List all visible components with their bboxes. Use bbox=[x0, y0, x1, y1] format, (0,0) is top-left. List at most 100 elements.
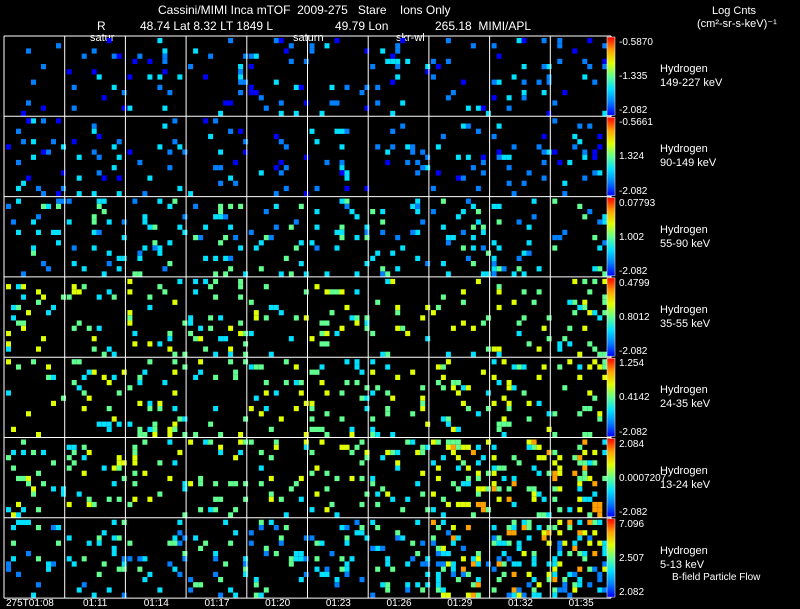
colorbar-max-label: -0.5661 bbox=[619, 117, 653, 129]
heatmap-cell-1-6 bbox=[309, 38, 370, 116]
heatmap-cell-4-3 bbox=[127, 278, 188, 357]
heatmap-cell-1-9 bbox=[491, 38, 552, 116]
heatmap-cell-2-2 bbox=[71, 123, 122, 197]
heatmap-cell-4-4 bbox=[188, 278, 249, 357]
heatmap-cell-5-4 bbox=[193, 359, 249, 438]
heatmap-cell-4-2 bbox=[66, 284, 117, 357]
time-tick-label: 01:32 bbox=[507, 598, 533, 609]
heatmap-cell-2-7 bbox=[375, 123, 431, 176]
heatmap-cell-1-3 bbox=[127, 38, 183, 111]
heatmap-cell-4-6 bbox=[309, 284, 370, 347]
heatmap-cell-4-1 bbox=[6, 284, 66, 352]
ephemeris-r-label: R bbox=[97, 19, 106, 33]
panel-energy-label: 55-90 keV bbox=[660, 237, 711, 250]
overlay-label-saturn-2: saturn bbox=[293, 32, 324, 44]
heatmap-cell-2-5 bbox=[258, 133, 309, 197]
colorbar-6 bbox=[606, 438, 616, 518]
heatmap-cell-1-1 bbox=[21, 43, 61, 116]
colorbar-7 bbox=[606, 518, 616, 598]
heatmap-cell-4-7 bbox=[370, 278, 431, 357]
colorbar-mid-label: 1.002 bbox=[619, 231, 645, 243]
time-tick-label: 01:23 bbox=[325, 598, 351, 609]
heatmap-cell-4-10 bbox=[557, 278, 613, 357]
heatmap-cell-1-7 bbox=[370, 38, 431, 116]
heatmap-cell-5-10 bbox=[552, 359, 613, 438]
colorbar-min-label: -2.082 bbox=[619, 185, 648, 197]
colorbar-2 bbox=[606, 117, 616, 196]
time-tick-label: 01:35 bbox=[568, 598, 594, 609]
colorbar-min-label: -2.082 bbox=[619, 105, 648, 117]
heatmap-cell-4-8 bbox=[430, 278, 491, 357]
ephemeris-values: 48.74 Lat 8.32 LT 1849 L bbox=[140, 19, 274, 33]
heatmap-cell-6-2 bbox=[66, 444, 127, 508]
heatmap-cell-3-7 bbox=[370, 198, 431, 277]
units-label: (cm²-sr-s-keV)⁻¹ bbox=[697, 18, 777, 30]
heatmap-cell-5-8 bbox=[435, 359, 491, 432]
chart-title: Cassini/MIMI Inca mTOF 2009-275 Stare Io… bbox=[158, 3, 451, 17]
heatmap-cell-6-7 bbox=[370, 439, 431, 513]
heatmap-cell-3-9 bbox=[491, 198, 542, 277]
heatmap-cell-7-7 bbox=[370, 519, 431, 598]
time-tick-label: 01:26 bbox=[386, 598, 412, 609]
colorbar-1 bbox=[606, 36, 616, 116]
units-title: Log Cnts bbox=[712, 5, 757, 17]
heatmap-cell-3-4 bbox=[193, 203, 249, 277]
heatmap-cell-3-5 bbox=[248, 203, 309, 277]
panel-species-label: Hydrogen bbox=[660, 464, 708, 477]
heatmap-cell-6-6 bbox=[309, 439, 370, 518]
colorbar-mid-label: 0.8012 bbox=[619, 312, 650, 324]
panel-energy-label: 90-149 keV bbox=[660, 157, 717, 170]
colorbar-mid-label: 2.507 bbox=[619, 552, 645, 564]
grid-lines bbox=[3, 35, 612, 599]
heatmap-cell-4-5 bbox=[248, 284, 309, 357]
time-tick-label: 01:11 bbox=[83, 598, 108, 609]
colorbar-min-label: -2.082 bbox=[619, 506, 648, 518]
colorbar-min-label: 2.082 bbox=[619, 587, 645, 599]
colorbar-max-label: 2.084 bbox=[619, 438, 645, 450]
heatmap-cell-6-8 bbox=[430, 439, 491, 518]
panel-energy-label: 35-55 keV bbox=[660, 318, 711, 331]
bfield-legend-label: B-field Particle Flow bbox=[672, 572, 761, 583]
heatmap-cell-1-10 bbox=[552, 38, 613, 116]
heatmap-cell-5-9 bbox=[491, 359, 552, 438]
colorbar-max-label: 0.07793 bbox=[619, 197, 656, 209]
colorbar-max-label: 1.254 bbox=[619, 358, 645, 370]
heatmap-cell-5-2 bbox=[71, 359, 127, 432]
heatmap-cell-1-8 bbox=[430, 38, 491, 116]
panel-energy-label: 24-35 keV bbox=[660, 398, 711, 411]
heatmap-cell-5-3 bbox=[127, 359, 188, 438]
heatmap-cell-7-1 bbox=[6, 519, 61, 598]
heatmap-cell-5-6 bbox=[309, 359, 370, 438]
colorbar-mid-label: -1.335 bbox=[619, 71, 648, 83]
heatmap-cell-2-3 bbox=[127, 118, 188, 197]
colorbar-min-label: -2.082 bbox=[619, 346, 648, 358]
colorbar-3 bbox=[606, 197, 616, 277]
colorbar-mid-label: 1.324 bbox=[619, 151, 645, 163]
colorbar-5 bbox=[606, 357, 616, 437]
time-tick-label: 01:17 bbox=[204, 598, 230, 609]
heatmap-cell-7-5 bbox=[248, 519, 309, 598]
colorbar-max-label: -0.5870 bbox=[619, 37, 653, 48]
heatmap-cell-2-1 bbox=[6, 118, 66, 197]
panel-energy-label: 13-24 keV bbox=[660, 478, 711, 491]
panel-species-label: Hydrogen bbox=[660, 304, 708, 317]
colorbar-4 bbox=[606, 277, 616, 357]
panel-energy-label: 149-227 keV bbox=[660, 77, 723, 90]
heatmap-cell-2-4 bbox=[188, 118, 249, 197]
longitude-label: 49.79 Lon bbox=[335, 19, 389, 33]
heatmap-cell-5-1 bbox=[6, 359, 66, 438]
time-tick-label: 01:29 bbox=[447, 598, 473, 609]
heatmap-cell-7-4 bbox=[188, 519, 249, 598]
heatmap-cell-7-6 bbox=[309, 519, 370, 588]
colorbar-mid-label: 0.0007207 bbox=[619, 472, 667, 484]
time-tick-label: 275T01:08 bbox=[6, 598, 54, 609]
heatmap-cell-7-8 bbox=[430, 519, 491, 598]
colorbar-mid-label: 0.4142 bbox=[619, 392, 650, 404]
heatmap-cell-6-5 bbox=[248, 439, 309, 518]
colorbar-max-label: 0.4799 bbox=[619, 277, 650, 289]
heatmap-cell-7-9 bbox=[491, 519, 552, 598]
heatmap-cell-1-2 bbox=[66, 38, 127, 111]
heatmap-cell-3-10 bbox=[552, 198, 613, 277]
heatmap-cell-2-9 bbox=[491, 123, 552, 197]
